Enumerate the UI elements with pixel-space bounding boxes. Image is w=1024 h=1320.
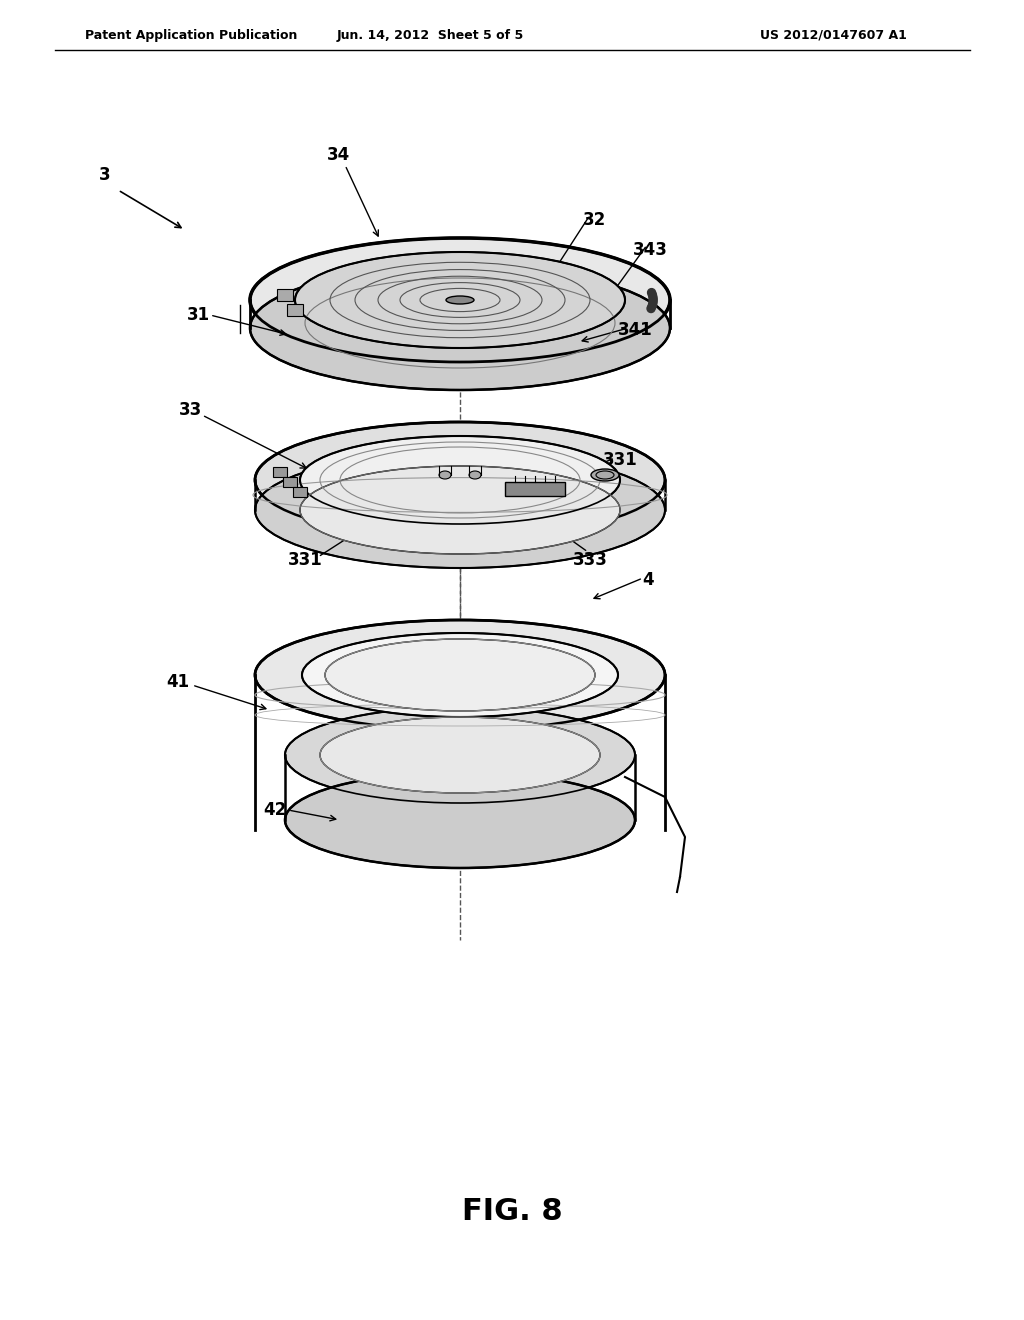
Ellipse shape — [300, 436, 620, 524]
Ellipse shape — [285, 708, 635, 803]
Bar — [293, 487, 307, 498]
Text: 31: 31 — [186, 306, 210, 323]
Ellipse shape — [250, 267, 670, 389]
Ellipse shape — [439, 471, 451, 479]
Ellipse shape — [255, 422, 665, 539]
Text: 33: 33 — [178, 401, 202, 418]
Circle shape — [647, 289, 655, 297]
Text: 331: 331 — [603, 451, 637, 469]
Text: 3: 3 — [99, 166, 111, 183]
Text: 333: 333 — [572, 550, 607, 569]
Ellipse shape — [302, 634, 618, 717]
Ellipse shape — [285, 772, 635, 869]
Text: 41: 41 — [167, 673, 189, 690]
Bar — [283, 477, 297, 487]
Text: FIG. 8: FIG. 8 — [462, 1197, 562, 1226]
Ellipse shape — [300, 466, 620, 554]
Text: 4: 4 — [642, 572, 653, 589]
Ellipse shape — [255, 451, 665, 568]
Text: 331: 331 — [288, 550, 323, 569]
Text: Patent Application Publication: Patent Application Publication — [85, 29, 297, 41]
Text: 341: 341 — [617, 321, 652, 339]
Ellipse shape — [446, 296, 474, 304]
Text: 42: 42 — [263, 801, 287, 818]
Ellipse shape — [469, 471, 481, 479]
Bar — [505, 482, 565, 496]
Circle shape — [648, 290, 656, 298]
Bar — [278, 289, 293, 301]
Circle shape — [649, 300, 656, 308]
Text: Jun. 14, 2012  Sheet 5 of 5: Jun. 14, 2012 Sheet 5 of 5 — [336, 29, 523, 41]
Ellipse shape — [255, 620, 665, 730]
Circle shape — [647, 305, 655, 313]
Circle shape — [649, 298, 657, 306]
Ellipse shape — [295, 252, 625, 348]
Ellipse shape — [325, 639, 595, 711]
Text: 32: 32 — [584, 211, 606, 228]
Circle shape — [649, 293, 657, 301]
Bar — [287, 304, 303, 315]
Circle shape — [648, 302, 656, 310]
Text: US 2012/0147607 A1: US 2012/0147607 A1 — [760, 29, 907, 41]
Text: 343: 343 — [633, 242, 668, 259]
Ellipse shape — [319, 717, 600, 793]
Text: 34: 34 — [327, 147, 349, 164]
Circle shape — [649, 296, 657, 304]
Bar — [273, 467, 287, 477]
Ellipse shape — [250, 238, 670, 362]
Ellipse shape — [591, 469, 618, 480]
